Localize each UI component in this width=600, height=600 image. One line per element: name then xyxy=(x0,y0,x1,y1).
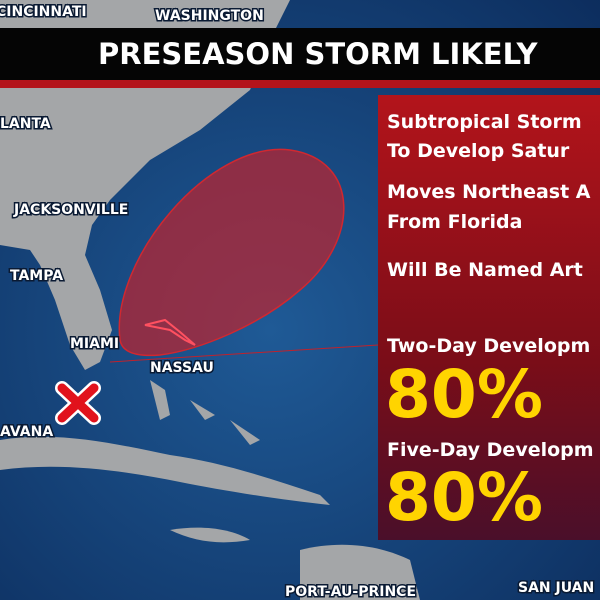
city-label: PORT-AU-PRINCE xyxy=(285,584,416,600)
panel-line: Subtropical Storm xyxy=(387,111,582,133)
city-label: SAN JUAN xyxy=(518,580,594,596)
header-bar xyxy=(0,28,600,80)
land-jamaica xyxy=(170,527,250,543)
development-area xyxy=(118,148,345,357)
city-label: JACKSONVILLE xyxy=(13,202,128,218)
five-day-label: Five-Day Developm xyxy=(387,439,594,461)
five-day-value: 80% xyxy=(385,459,543,536)
two-day-label: Two-Day Developm xyxy=(387,335,590,357)
city-label: AVANA xyxy=(0,424,53,440)
two-day-value: 80% xyxy=(385,356,543,433)
storm-marker xyxy=(55,381,101,425)
city-label: WASHINGTON xyxy=(155,8,264,24)
city-label: TAMPA xyxy=(10,268,63,284)
header-stripe xyxy=(0,80,600,88)
land-hispaniola xyxy=(300,544,420,600)
city-label: CINCINNATI xyxy=(0,4,87,20)
panel-line: Will Be Named Art xyxy=(387,259,583,281)
panel-line: To Develop Satur xyxy=(387,140,570,162)
land-us xyxy=(0,0,290,370)
track-line xyxy=(109,344,379,363)
land-bahamas xyxy=(150,380,260,445)
panel-line: From Florida xyxy=(387,211,522,233)
island-outline xyxy=(144,318,196,346)
land-cuba xyxy=(0,436,330,505)
city-label: NASSAU xyxy=(150,360,214,376)
city-label: LANTA xyxy=(0,116,51,132)
header-title: PRESEASON STORM LIKELY xyxy=(98,37,539,71)
city-label: MIAMI xyxy=(70,336,119,352)
info-panel xyxy=(378,95,600,540)
panel-line: Moves Northeast A xyxy=(387,181,591,203)
